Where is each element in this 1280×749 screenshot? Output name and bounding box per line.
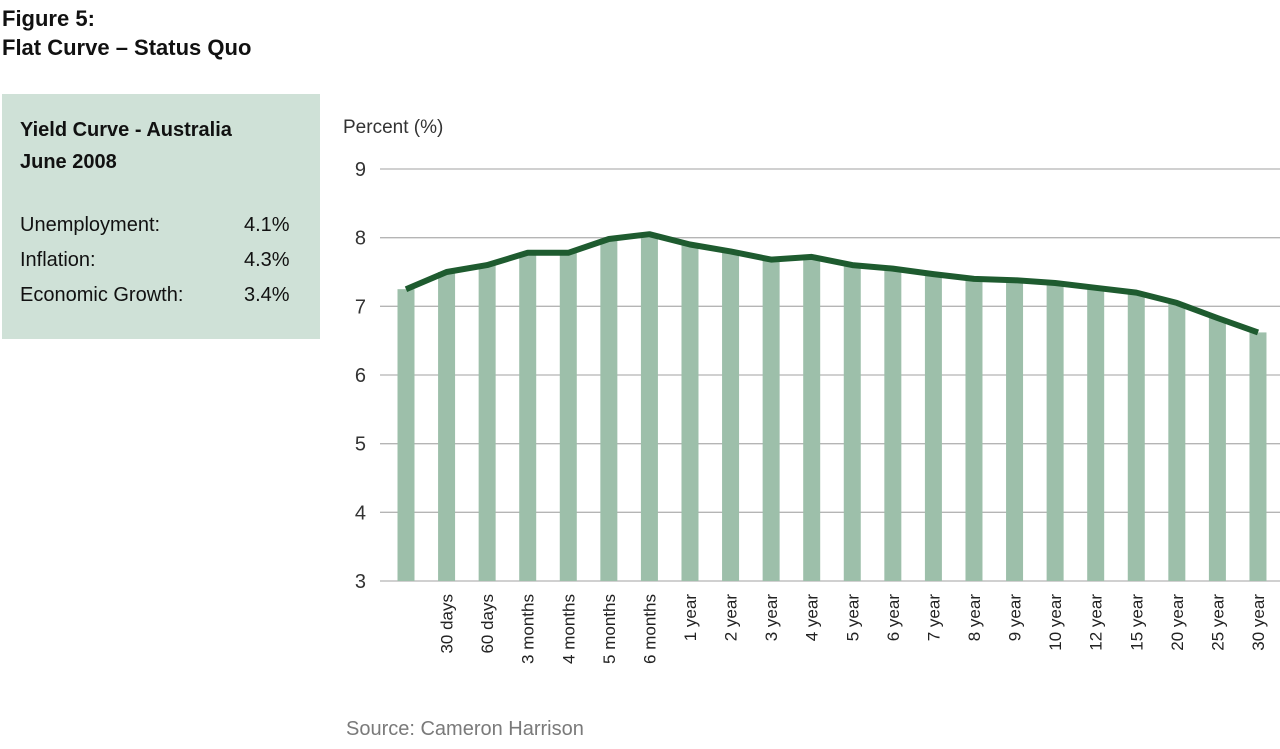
info-row-label: Unemployment: — [20, 214, 161, 236]
x-tick-label: 10 year — [1046, 594, 1065, 651]
bar — [640, 234, 658, 581]
info-row-value: 4.1% — [244, 214, 290, 236]
figure-heading: Flat Curve – Status Quo — [2, 35, 252, 60]
y-tick-label: 5 — [355, 434, 366, 456]
x-tick-label: 4 year — [803, 594, 822, 642]
yield-line — [404, 231, 1260, 336]
bar — [762, 259, 780, 581]
x-tick-label: 3 year — [762, 594, 781, 642]
yield-curve-chart: 3 4 5 6 7 8 9 Percent (%) 30 days 60 days 3 months… — [343, 117, 1280, 664]
x-tick-label: 30 year — [1249, 594, 1268, 651]
x-tick-label: 3 months — [519, 594, 538, 664]
x-tick-label: 20 year — [1168, 594, 1187, 651]
info-row-label: Inflation: — [20, 249, 96, 271]
bar — [965, 278, 983, 581]
x-tick-label: 15 year — [1127, 594, 1146, 651]
bar — [600, 239, 618, 582]
info-box-title: Yield Curve - Australia June 2008 — [20, 114, 232, 178]
x-tick-label: 6 months — [640, 594, 659, 664]
info-row-inflation: Inflation: 4.3% — [20, 249, 310, 279]
x-tick-label: 12 year — [1087, 594, 1106, 651]
info-row-economic-growth: Economic Growth: 3.4% — [20, 284, 310, 314]
x-tick-label: 9 year — [1006, 594, 1025, 642]
x-tick-label: 8 year — [965, 594, 984, 642]
y-tick-label: 3 — [355, 571, 366, 593]
info-row-value: 4.3% — [244, 249, 290, 271]
info-row-unemployment: Unemployment: 4.1% — [20, 214, 310, 244]
x-tick-label: 5 months — [600, 594, 619, 664]
info-box: Yield Curve - Australia June 2008 Unempl… — [2, 94, 320, 339]
y-axis-label: Percent (%) — [343, 117, 443, 138]
bar — [681, 244, 699, 582]
x-tick-label: 6 year — [884, 594, 903, 642]
bar — [478, 265, 496, 581]
bar — [1006, 280, 1024, 581]
info-box-title-line2: June 2008 — [20, 151, 117, 173]
bar — [1249, 332, 1267, 581]
y-tick-label: 8 — [355, 228, 366, 250]
bar — [884, 268, 902, 581]
bar — [924, 274, 942, 581]
bar — [843, 265, 861, 581]
info-row-value: 3.4% — [244, 284, 290, 306]
bar — [1208, 318, 1226, 581]
bar — [722, 251, 740, 581]
x-tick-label: 1 year — [681, 594, 700, 642]
bar — [519, 252, 537, 582]
bar — [1127, 292, 1145, 581]
x-tick-label: 4 months — [559, 594, 578, 664]
x-tick-label: 5 year — [843, 594, 862, 642]
y-tick-label: 6 — [355, 365, 366, 387]
x-tick-label: 30 days — [438, 594, 457, 654]
info-box-title-line1: Yield Curve - Australia — [20, 119, 232, 141]
x-tick-label: 2 year — [722, 594, 741, 642]
y-tick-label: 4 — [355, 502, 366, 524]
info-row-label: Economic Growth: — [20, 284, 184, 306]
bar — [397, 289, 415, 581]
bar — [438, 272, 456, 581]
figure-label: Figure 5: — [2, 6, 95, 31]
y-tick-label: 9 — [355, 159, 366, 181]
x-tick-label: 25 year — [1208, 594, 1227, 651]
bar — [1046, 282, 1064, 581]
x-tick-label: 60 days — [478, 594, 497, 654]
y-tick-label: 7 — [355, 296, 366, 318]
x-tick-label: 7 year — [924, 594, 943, 642]
bar — [803, 256, 821, 581]
bar — [1087, 287, 1105, 581]
bar — [1168, 302, 1186, 581]
figure-title: Figure 5: Flat Curve – Status Quo — [2, 4, 251, 62]
source-note: Source: Cameron Harrison — [346, 718, 584, 740]
bar — [559, 252, 577, 582]
